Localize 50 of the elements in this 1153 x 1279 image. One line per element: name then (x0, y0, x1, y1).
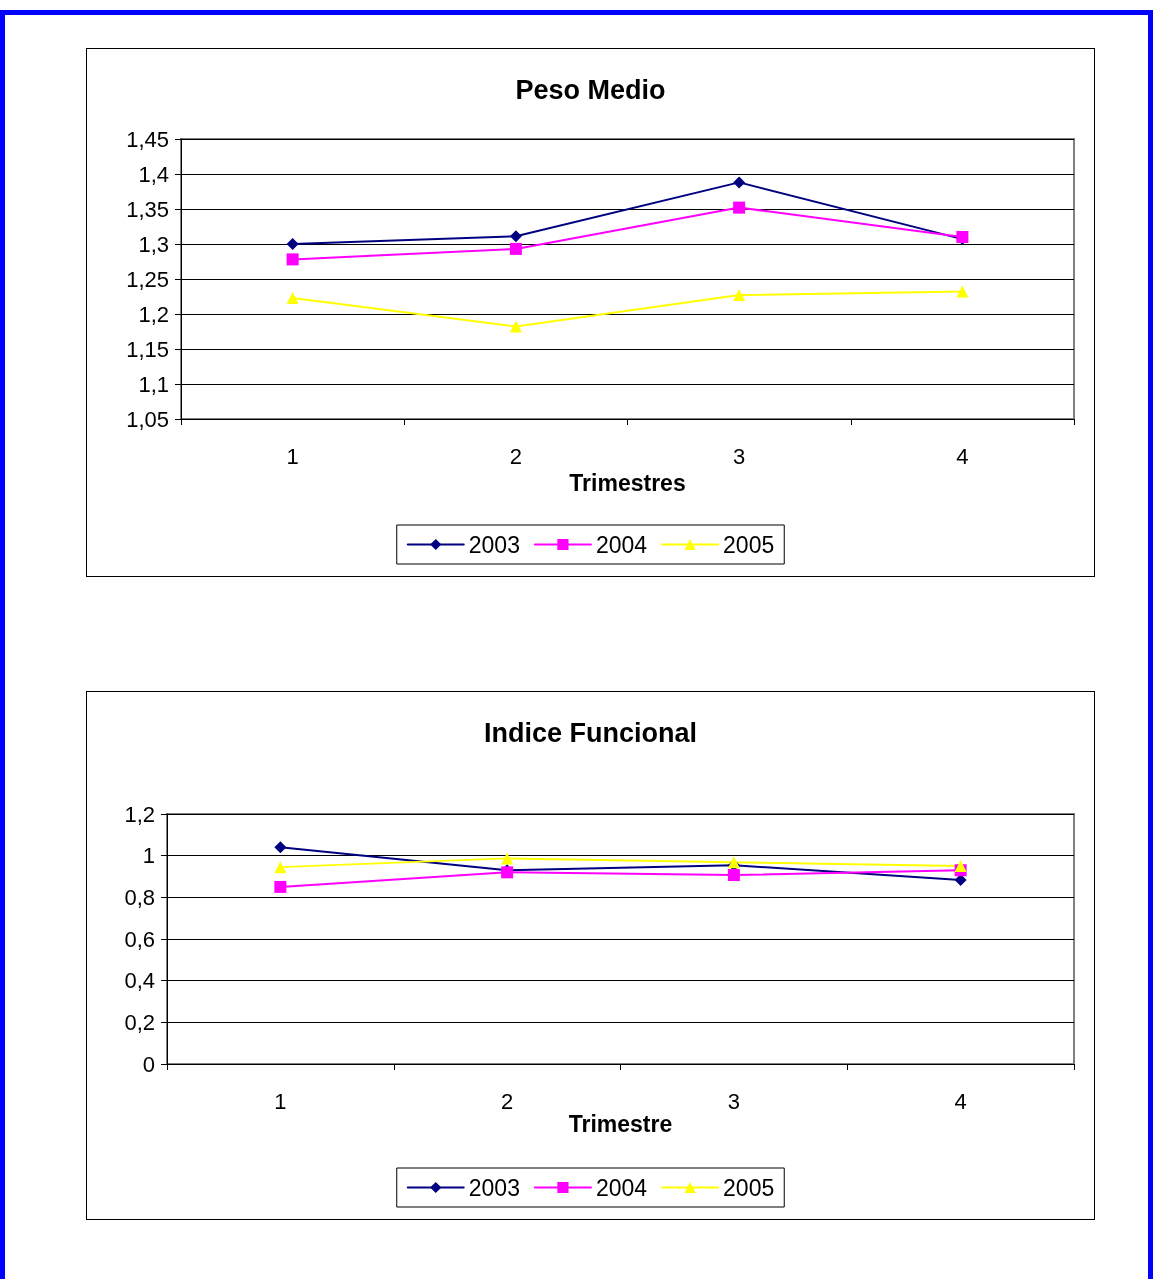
y-tick-label: 0,2 (124, 1009, 155, 1035)
legend-label: 2005 (723, 531, 775, 558)
point (733, 176, 746, 189)
legend-label: 2003 (468, 1174, 520, 1201)
x-tick-label: 1 (274, 1088, 287, 1114)
y-tick-label: 1,35 (126, 196, 169, 222)
y-tick-label: 1,25 (126, 266, 169, 292)
x-tick-label: 4 (954, 1088, 967, 1114)
point (274, 880, 287, 893)
chart-title: Peso Medio (515, 74, 666, 105)
x-axis-title: Trimestre (568, 1111, 673, 1138)
x-tick-label: 2 (501, 1088, 514, 1114)
y-tick-label: 1,3 (138, 231, 169, 257)
legend-label: 2003 (468, 531, 520, 558)
chart-title: Indice Funcional (483, 717, 698, 748)
y-tick-label: 1,1 (138, 371, 169, 397)
y-tick-label: 1 (142, 843, 155, 869)
x-tick-label: 4 (956, 443, 969, 469)
point (501, 852, 514, 865)
x-tick-label: 1 (286, 443, 299, 469)
legend-label: 2005 (723, 1174, 775, 1201)
point (509, 320, 522, 333)
point (509, 230, 522, 243)
y-tick-label: 1,4 (138, 161, 169, 187)
point (954, 860, 967, 873)
y-tick-label: 0 (142, 1051, 155, 1077)
y-tick-label: 0,6 (124, 926, 155, 952)
x-tick-label: 2 (509, 443, 522, 469)
y-tick-label: 1,05 (126, 406, 169, 432)
point (286, 238, 299, 250)
x-tick-label: 3 (727, 1088, 740, 1114)
point (956, 285, 969, 298)
y-tick-label: 1,45 (126, 126, 169, 152)
point (733, 201, 746, 214)
point (274, 861, 287, 874)
y-tick-label: 1,2 (124, 801, 155, 827)
point (286, 291, 299, 304)
point (727, 869, 740, 882)
legend-label: 2004 (595, 531, 648, 558)
point (509, 242, 522, 255)
legend-label: 2004 (595, 1174, 648, 1201)
y-tick-label: 1,2 (138, 301, 169, 327)
y-tick-label: 0,8 (124, 884, 155, 910)
x-tick-label: 3 (733, 443, 746, 469)
y-tick-label: 0,4 (124, 968, 155, 994)
x-axis-title: Trimestres (569, 470, 686, 497)
point (274, 841, 287, 854)
y-tick-label: 1,15 (126, 336, 169, 362)
point (286, 253, 299, 266)
point (733, 289, 746, 302)
